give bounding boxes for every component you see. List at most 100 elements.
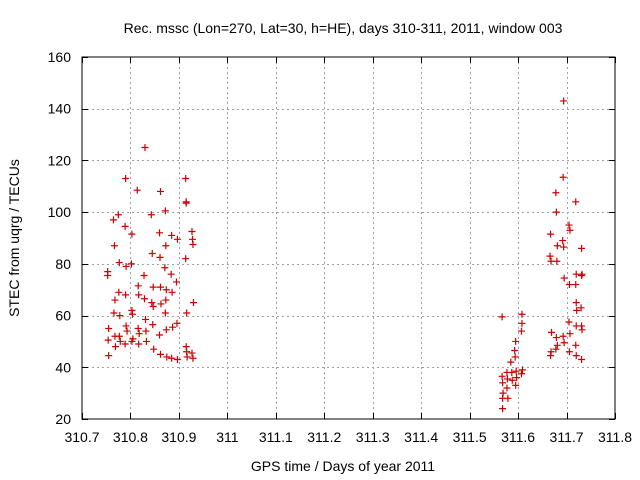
axis-ticks — [82, 57, 616, 420]
data-point — [162, 242, 170, 250]
data-point — [548, 328, 556, 336]
data-point — [517, 327, 525, 335]
data-point — [105, 352, 113, 360]
data-point — [565, 221, 573, 229]
data-point — [182, 255, 190, 263]
data-point — [156, 253, 164, 261]
data-point — [115, 288, 123, 296]
y-tick-label: 80 — [55, 256, 71, 272]
data-point — [142, 337, 150, 345]
data-point — [173, 235, 181, 243]
data-point — [172, 278, 180, 286]
data-point — [560, 243, 568, 251]
data-point — [572, 299, 580, 307]
data-point — [498, 372, 506, 380]
data-point — [134, 282, 142, 290]
data-point — [140, 271, 148, 279]
data-point — [577, 304, 585, 312]
data-point — [123, 327, 131, 335]
x-tick-label: 311.1 — [259, 429, 293, 445]
data-point — [507, 358, 515, 366]
data-point — [111, 343, 119, 351]
data-point — [168, 231, 176, 239]
data-point — [511, 346, 519, 354]
data-point — [572, 281, 580, 289]
data-point — [559, 237, 567, 245]
data-point — [156, 187, 164, 195]
data-point — [134, 325, 142, 332]
data-point — [162, 296, 170, 304]
data-point — [173, 356, 181, 364]
data-point — [183, 353, 191, 361]
data-point — [573, 306, 581, 314]
data-points — [104, 97, 586, 413]
data-point — [547, 230, 555, 238]
data-point — [129, 335, 137, 343]
data-point — [565, 318, 573, 326]
data-point — [110, 309, 118, 317]
data-point — [168, 288, 176, 296]
data-point — [182, 175, 190, 183]
chart-title: Rec. mssc (Lon=270, Lat=30, h=HE), days … — [124, 20, 563, 36]
data-point — [188, 349, 196, 357]
data-point — [156, 350, 164, 358]
data-point — [508, 368, 516, 376]
data-point — [173, 319, 181, 327]
data-point — [109, 216, 117, 224]
data-point — [162, 326, 170, 334]
grid-lines — [82, 57, 615, 419]
x-tick-label: 311.3 — [356, 429, 390, 445]
data-point — [135, 330, 143, 338]
data-point — [135, 291, 143, 299]
data-point — [566, 226, 574, 234]
data-point — [499, 379, 507, 387]
data-point — [560, 339, 568, 347]
data-point — [498, 313, 506, 321]
data-point — [147, 211, 155, 219]
data-point — [127, 260, 135, 268]
data-point — [133, 186, 141, 194]
data-point — [503, 384, 511, 392]
data-point — [503, 375, 511, 383]
x-axis-label: GPS time / Days of year 2011 — [251, 458, 435, 474]
data-point — [122, 291, 130, 299]
data-point — [189, 354, 197, 362]
data-point — [141, 295, 149, 303]
data-point — [518, 310, 526, 318]
data-point — [149, 283, 157, 291]
data-point — [512, 337, 520, 345]
data-point — [141, 144, 149, 151]
data-point — [142, 327, 150, 335]
data-point — [559, 173, 567, 181]
x-tick-label: 310.9 — [161, 429, 196, 445]
x-tick-label: 311.4 — [404, 429, 438, 445]
y-tick-label: 140 — [48, 101, 72, 117]
data-point — [156, 229, 164, 237]
data-point — [121, 340, 129, 348]
y-tick-label: 100 — [48, 204, 72, 220]
data-point — [552, 208, 560, 216]
data-point — [513, 374, 521, 382]
data-point — [578, 271, 586, 279]
data-point — [517, 370, 525, 378]
data-point — [161, 309, 169, 317]
y-tick-label: 60 — [55, 308, 71, 324]
data-point — [511, 353, 519, 361]
x-tick-label: 311.8 — [598, 429, 632, 445]
data-point — [141, 315, 149, 323]
data-point — [162, 286, 170, 294]
data-point — [169, 323, 177, 331]
data-point — [499, 405, 507, 413]
data-point — [552, 345, 560, 353]
data-point — [572, 352, 580, 360]
data-point — [149, 303, 157, 311]
data-point — [116, 337, 124, 345]
data-point — [508, 376, 516, 384]
data-point — [115, 259, 123, 267]
data-point — [518, 319, 526, 327]
data-point — [189, 240, 197, 248]
data-point — [135, 340, 143, 348]
y-tick-labels: 20 40 60 80 100 120 140 160 — [48, 49, 72, 427]
data-point — [128, 310, 136, 318]
